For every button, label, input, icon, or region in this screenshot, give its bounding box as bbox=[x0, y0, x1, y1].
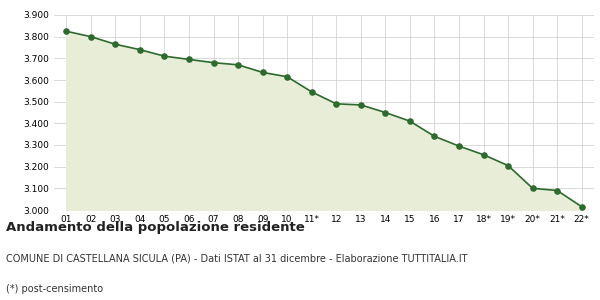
Point bbox=[86, 34, 95, 39]
Text: (*) post-censimento: (*) post-censimento bbox=[6, 284, 103, 293]
Point bbox=[61, 29, 71, 34]
Point bbox=[454, 144, 464, 148]
Text: Andamento della popolazione residente: Andamento della popolazione residente bbox=[6, 220, 305, 233]
Point bbox=[209, 60, 218, 65]
Point bbox=[135, 47, 145, 52]
Point bbox=[577, 204, 587, 209]
Point bbox=[479, 152, 488, 157]
Point bbox=[405, 119, 415, 124]
Point bbox=[233, 62, 243, 67]
Point bbox=[430, 134, 439, 139]
Text: COMUNE DI CASTELLANA SICULA (PA) - Dati ISTAT al 31 dicembre - Elaborazione TUTT: COMUNE DI CASTELLANA SICULA (PA) - Dati … bbox=[6, 254, 467, 263]
Point bbox=[110, 42, 120, 46]
Point bbox=[283, 74, 292, 79]
Point bbox=[331, 101, 341, 106]
Point bbox=[503, 163, 513, 168]
Point bbox=[184, 57, 194, 62]
Point bbox=[307, 89, 317, 94]
Point bbox=[258, 70, 268, 75]
Point bbox=[356, 103, 365, 107]
Point bbox=[528, 186, 538, 191]
Point bbox=[380, 110, 390, 115]
Point bbox=[553, 188, 562, 193]
Point bbox=[160, 54, 169, 58]
